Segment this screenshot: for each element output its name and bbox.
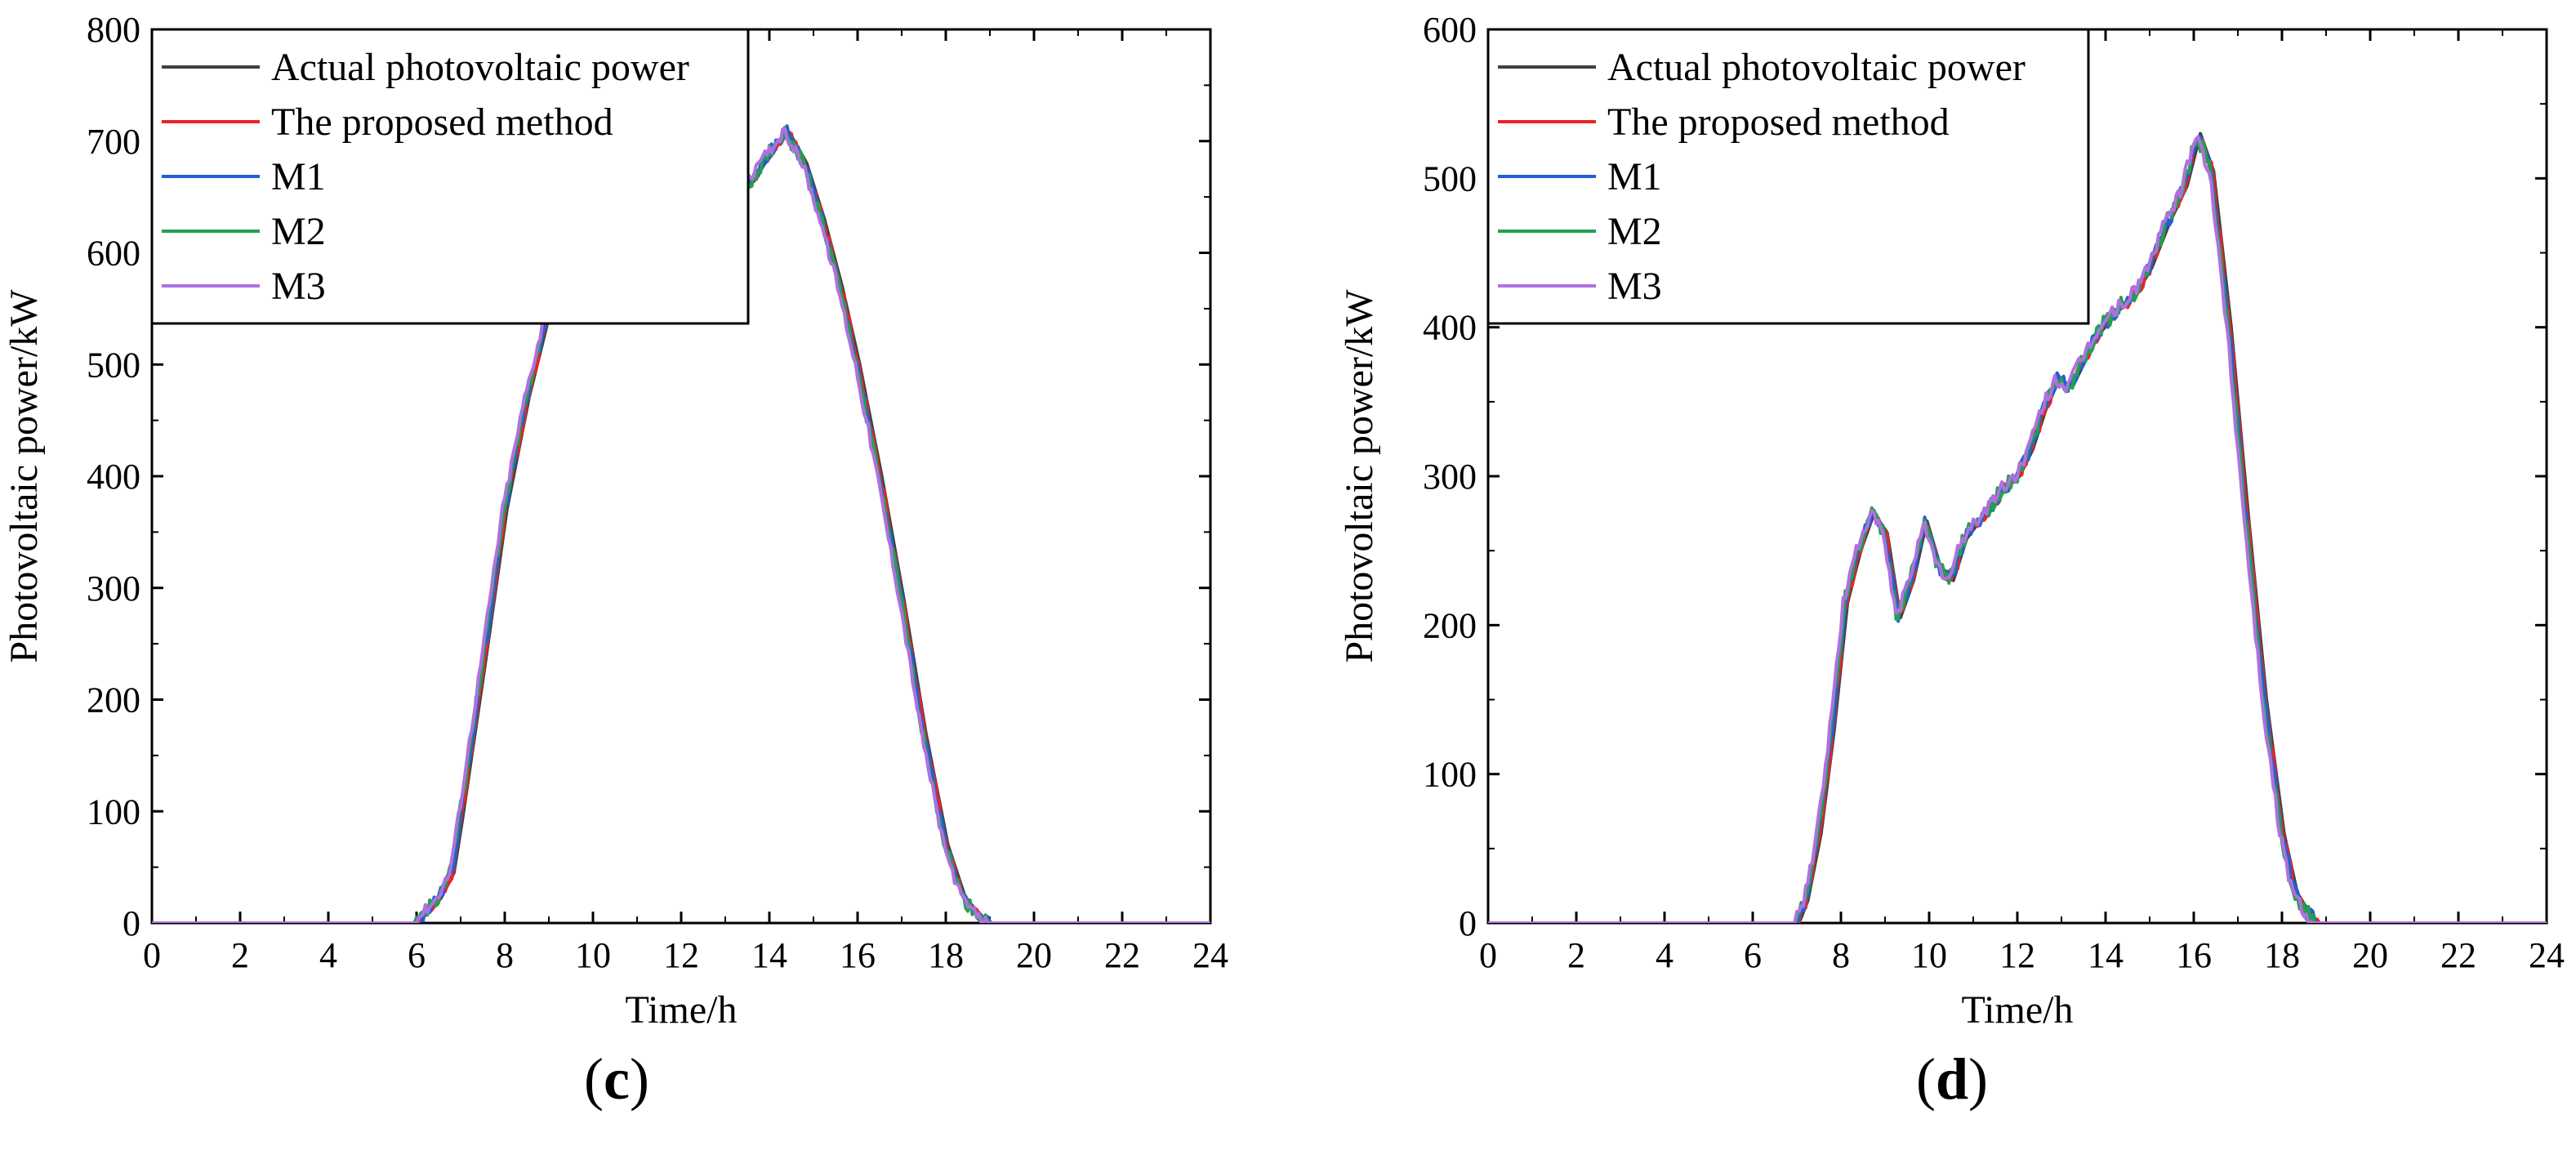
x-axis-title: Time/h: [1962, 988, 2074, 1032]
x-tick-label: 24: [1192, 935, 1228, 975]
caption-close: ): [630, 1046, 649, 1112]
y-tick-label: 600: [87, 234, 140, 274]
y-tick-label: 400: [87, 457, 140, 497]
x-tick-label: 10: [1911, 935, 1947, 975]
y-axis: 0 100 200 300 400 500 600 700 800: [87, 10, 1210, 943]
legend-label: M2: [271, 210, 326, 253]
x-tick-label: 20: [1016, 935, 1052, 975]
caption-letter: c: [604, 1046, 630, 1112]
legend: Actual photovoltaic power The proposed me…: [150, 28, 750, 325]
y-axis-title: Photovoltaic power/kW: [2, 289, 46, 663]
chart-panel-d: 0 2 4 6 8 10 12 14 16 18 20 22 240100200300400500600…: [1338, 10, 2565, 1112]
legend-label: M1: [1607, 155, 1662, 198]
y-tick-label: 500: [87, 345, 140, 385]
x-tick-label: 14: [2088, 935, 2124, 975]
x-tick-label: 6: [1744, 935, 1762, 975]
series-line-m2: [1488, 139, 2547, 923]
x-tick-label: 0: [1479, 935, 1497, 975]
y-tick-label: 600: [1423, 10, 1477, 50]
x-tick-label: 4: [1656, 935, 1674, 975]
x-tick-label: 8: [496, 935, 514, 975]
x-tick-label: 16: [2176, 935, 2212, 975]
x-tick-label: 6: [408, 935, 426, 975]
x-tick-label: 10: [575, 935, 611, 975]
x-tick-label: 2: [1567, 935, 1585, 975]
legend-label: The proposed method: [271, 100, 613, 144]
x-tick-label: 8: [1832, 935, 1850, 975]
y-tick-label: 400: [1423, 308, 1477, 348]
y-tick-label: 700: [87, 122, 140, 162]
y-tick-label: 100: [87, 792, 140, 832]
panel-caption: (c): [584, 1046, 649, 1112]
x-axis-title: Time/h: [626, 988, 738, 1032]
caption-letter: d: [1936, 1046, 1968, 1112]
x-tick-label: 12: [663, 935, 699, 975]
x-tick-label: 12: [1999, 935, 2035, 975]
legend-label: M3: [271, 265, 326, 308]
caption-open: (: [1916, 1046, 1936, 1112]
legend-label: M2: [1607, 210, 1662, 253]
x-tick-label: 20: [2352, 935, 2388, 975]
x-axis: 0 2 4 6 8 10 12 14 16 18 20 22 24: [1479, 29, 2565, 975]
panel-caption: (d): [1916, 1046, 1988, 1112]
legend-label: M3: [1607, 265, 1662, 308]
y-tick-label: 200: [1423, 605, 1477, 645]
x-tick-label: 24: [2529, 935, 2565, 975]
x-tick-label: 16: [840, 935, 876, 975]
y-tick-label: 500: [1423, 158, 1477, 198]
legend-label: The proposed method: [1607, 100, 1950, 144]
y-axis: 0 100 200 300 400 500 600: [1423, 10, 2547, 943]
x-tick-label: 22: [2440, 935, 2476, 975]
y-tick-label: 0: [1459, 903, 1477, 943]
y-tick-label: 800: [87, 10, 140, 50]
legend: Actual photovoltaic power The proposed me…: [1486, 28, 2090, 325]
x-tick-label: 0: [143, 935, 161, 975]
y-tick-label: 300: [1423, 457, 1477, 497]
x-tick-label: 18: [928, 935, 964, 975]
x-tick-label: 4: [319, 935, 337, 975]
legend-label: Actual photovoltaic power: [271, 46, 689, 89]
series-group: [1488, 132, 2547, 923]
y-tick-label: 100: [1423, 755, 1477, 795]
x-tick-label: 14: [751, 935, 787, 975]
x-tick-label: 18: [2264, 935, 2300, 975]
legend-label: Actual photovoltaic power: [1607, 46, 2026, 89]
x-tick-label: 22: [1104, 935, 1140, 975]
y-tick-label: 300: [87, 569, 140, 609]
legend-label: M1: [271, 155, 326, 198]
caption-open: (: [584, 1046, 604, 1112]
chart-panel-c: 0 2 4 6 8 10 12 14 16 18 20 22 240100200300400500600…: [2, 10, 1228, 1112]
series-line-m3: [1488, 135, 2547, 923]
y-tick-label: 200: [87, 680, 140, 720]
caption-close: ): [1968, 1046, 1988, 1112]
x-tick-label: 2: [231, 935, 249, 975]
x-axis: 0 2 4 6 8 10 12 14 16 18 20 22 24: [143, 29, 1228, 975]
y-tick-label: 0: [123, 903, 140, 943]
y-axis-title: Photovoltaic power/kW: [1338, 289, 1381, 663]
